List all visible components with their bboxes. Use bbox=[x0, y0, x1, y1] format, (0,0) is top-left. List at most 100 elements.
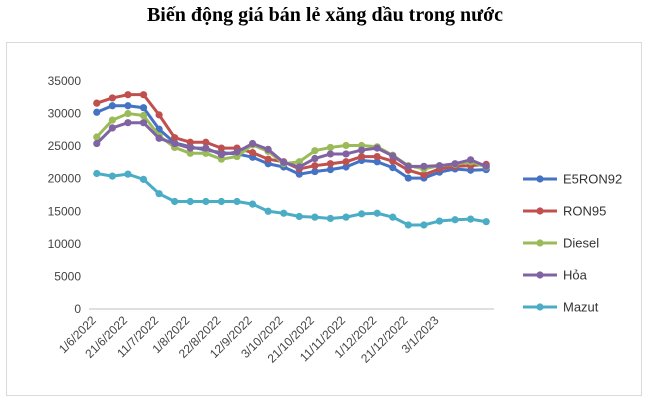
legend-label-ron95: RON95 bbox=[563, 204, 606, 219]
data-point-h-a bbox=[404, 162, 412, 170]
data-point-mazut bbox=[357, 210, 366, 218]
data-point-mazut bbox=[93, 169, 101, 178]
data-point-diesel bbox=[186, 149, 194, 157]
data-point-ron95 bbox=[248, 149, 257, 157]
data-point-h-a bbox=[202, 144, 210, 152]
data-point-h-a bbox=[139, 119, 148, 127]
data-point-ron95 bbox=[202, 138, 210, 146]
data-point-h-a bbox=[342, 150, 350, 158]
data-point-h-a bbox=[264, 145, 272, 153]
data-point-mazut bbox=[389, 213, 397, 221]
y-tick-label: 0 bbox=[74, 302, 81, 316]
data-point-mazut bbox=[295, 212, 303, 221]
page-title: Biến động giá bán lẻ xăng dầu trong nước bbox=[146, 4, 504, 26]
data-point-h-a bbox=[326, 150, 335, 158]
data-point-diesel bbox=[311, 147, 319, 155]
data-point-ron95 bbox=[326, 160, 335, 168]
legend-label-e5ron92: E5RON92 bbox=[563, 172, 622, 187]
series-line-mazut bbox=[96, 172, 487, 227]
chart-frame: 0 5000 10000 15000 20000 25000 30000 35000 1/6/2… bbox=[6, 42, 642, 396]
data-point-ron95 bbox=[186, 138, 194, 146]
data-point-e5ron92 bbox=[342, 163, 350, 171]
data-point-mazut bbox=[451, 216, 459, 224]
data-point-h-a bbox=[93, 139, 101, 148]
data-point-mazut bbox=[202, 197, 210, 206]
data-point-h-a bbox=[451, 160, 459, 168]
data-point-mazut bbox=[217, 197, 226, 206]
data-point-ron95 bbox=[420, 171, 428, 179]
data-point-ron95 bbox=[311, 162, 319, 170]
data-point-e5ron92 bbox=[326, 165, 335, 174]
data-point-ron95 bbox=[342, 158, 350, 166]
data-point-ron95 bbox=[124, 91, 132, 99]
data-point-e5ron92 bbox=[373, 158, 381, 166]
data-point-diesel bbox=[124, 109, 132, 118]
data-point-mazut bbox=[264, 207, 272, 215]
legend-marker-e5ron92 bbox=[536, 175, 544, 183]
legend-marker-diesel bbox=[536, 239, 544, 247]
data-point-e5ron92 bbox=[93, 108, 101, 116]
data-point-mazut bbox=[311, 213, 319, 221]
data-point-h-a bbox=[233, 148, 241, 156]
data-point-mazut bbox=[186, 197, 194, 206]
data-point-h-a bbox=[171, 139, 179, 148]
data-point-ron95 bbox=[108, 94, 116, 102]
data-point-ron95 bbox=[389, 157, 397, 165]
data-point-h-a bbox=[420, 162, 428, 170]
data-point-h-a bbox=[108, 124, 116, 132]
data-point-h-a bbox=[467, 156, 475, 164]
data-point-ron95 bbox=[373, 152, 381, 161]
data-point-h-a bbox=[295, 163, 303, 171]
data-point-diesel bbox=[93, 133, 101, 141]
data-point-h-a bbox=[124, 119, 132, 127]
data-point-mazut bbox=[108, 172, 116, 180]
y-tick-label: 15000 bbox=[48, 204, 82, 218]
data-point-mazut bbox=[248, 200, 257, 208]
data-point-e5ron92 bbox=[108, 102, 116, 110]
data-point-mazut bbox=[342, 213, 350, 221]
data-point-h-a bbox=[248, 139, 257, 148]
data-point-ron95 bbox=[217, 144, 226, 152]
y-tick-label: 10000 bbox=[48, 237, 82, 251]
data-point-h-a bbox=[217, 151, 226, 159]
legend-marker-mazut bbox=[536, 303, 544, 311]
data-point-mazut bbox=[124, 170, 132, 178]
data-point-ron95 bbox=[139, 91, 148, 99]
y-tick-label: 30000 bbox=[48, 107, 82, 121]
data-point-h-a bbox=[373, 144, 381, 152]
data-point-mazut bbox=[467, 215, 475, 223]
data-point-h-a bbox=[155, 134, 163, 142]
data-point-mazut bbox=[233, 197, 241, 206]
data-point-ron95 bbox=[93, 99, 101, 107]
data-point-mazut bbox=[280, 209, 288, 217]
data-point-e5ron92 bbox=[389, 164, 397, 172]
data-point-h-a bbox=[389, 152, 397, 160]
data-point-diesel bbox=[108, 116, 116, 124]
y-tick-label: 25000 bbox=[48, 139, 82, 153]
data-point-mazut bbox=[326, 214, 335, 223]
line-chart: 050001000015000200002500030000350001/6/2… bbox=[48, 74, 623, 366]
data-point-ron95 bbox=[357, 152, 366, 161]
data-point-e5ron92 bbox=[311, 167, 319, 176]
data-point-ron95 bbox=[155, 111, 163, 119]
legend-marker-ron95 bbox=[536, 207, 544, 215]
data-point-h-a bbox=[311, 154, 319, 163]
y-tick-label: 20000 bbox=[48, 172, 82, 186]
data-point-diesel bbox=[295, 158, 303, 166]
data-point-h-a bbox=[280, 158, 288, 167]
data-point-h-a bbox=[186, 144, 194, 152]
data-point-h-a bbox=[482, 162, 490, 170]
data-point-e5ron92 bbox=[139, 104, 148, 112]
legend-label-diesel: Diesel bbox=[563, 236, 599, 251]
data-point-ron95 bbox=[264, 155, 272, 163]
data-point-mazut bbox=[404, 221, 412, 229]
data-point-diesel bbox=[342, 141, 350, 150]
data-point-mazut bbox=[373, 209, 381, 217]
data-point-h-a bbox=[357, 146, 366, 154]
data-point-e5ron92 bbox=[124, 102, 132, 110]
legend-label-mazut: Mazut bbox=[563, 300, 599, 315]
y-tick-label: 35000 bbox=[48, 74, 82, 88]
data-point-e5ron92 bbox=[295, 170, 303, 178]
data-point-h-a bbox=[435, 162, 444, 170]
data-point-mazut bbox=[139, 175, 148, 183]
